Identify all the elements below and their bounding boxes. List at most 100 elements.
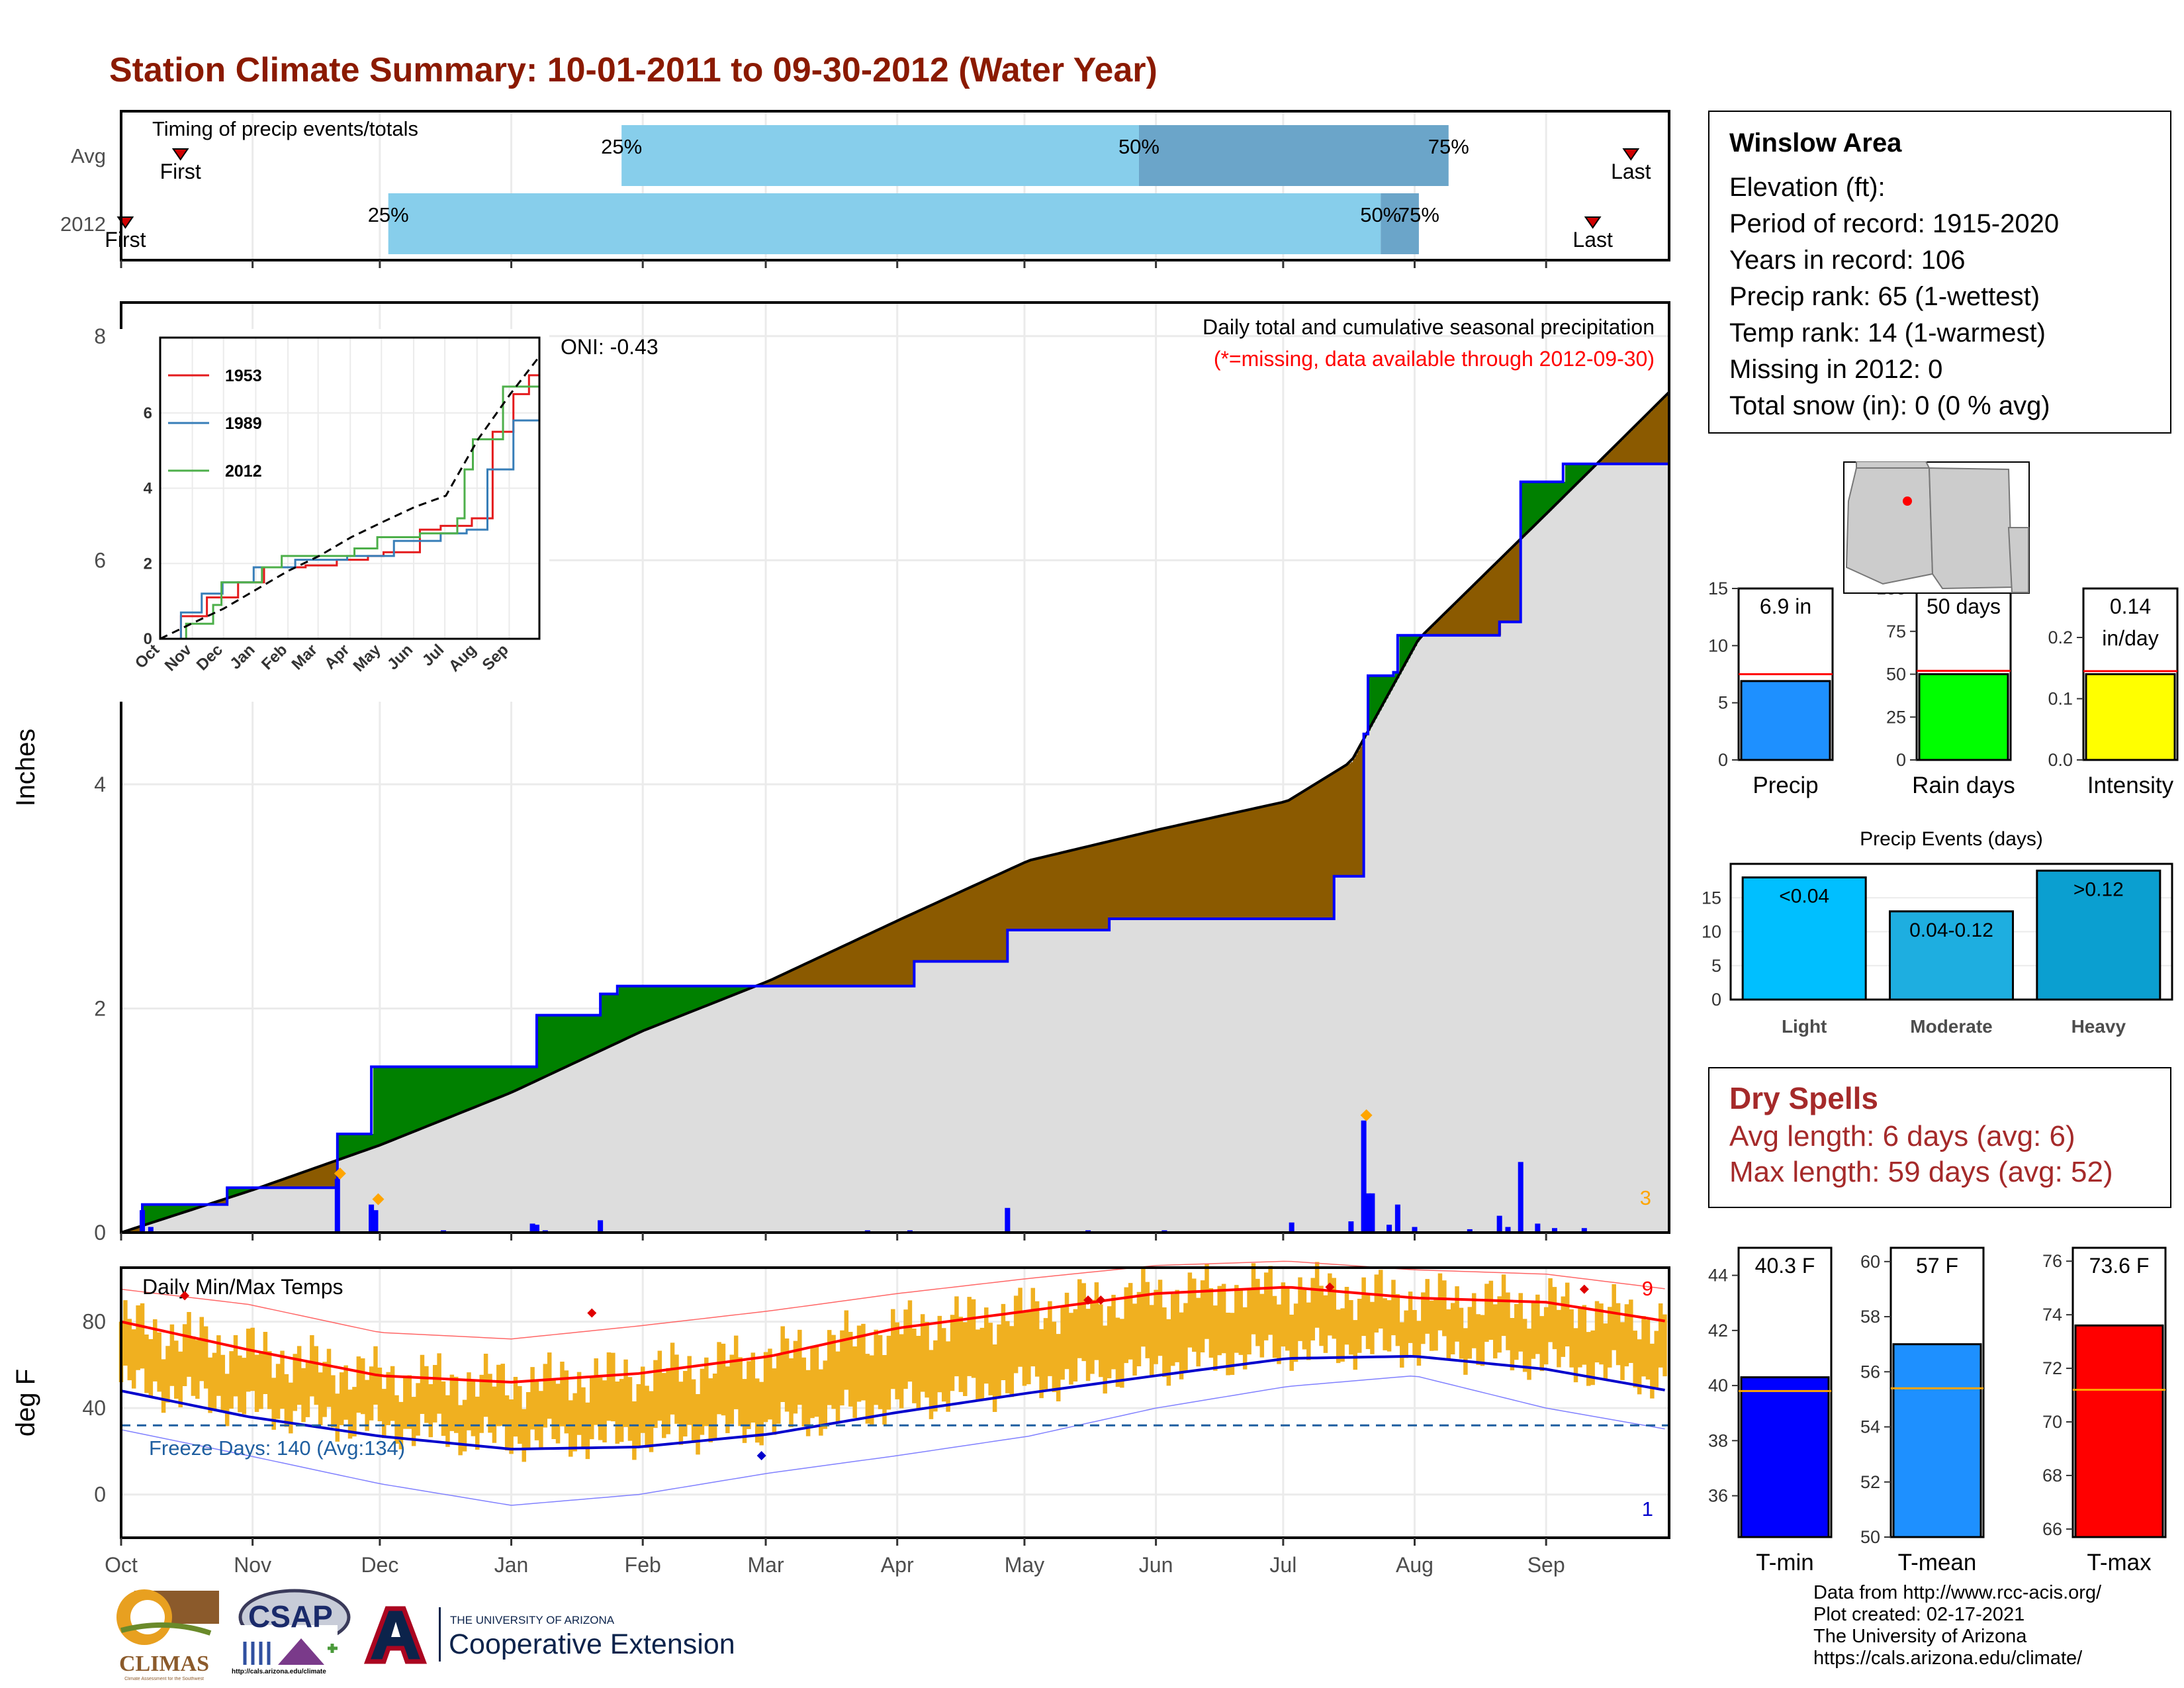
timing-bar-upper — [1138, 125, 1449, 186]
inset-y-tick-label: 4 — [144, 480, 153, 498]
temp-summary-0-y-tick-label: 36 — [1708, 1486, 1728, 1506]
record-day-marker — [334, 1167, 346, 1180]
csap-url: http://cals.arizona.edu/climate — [232, 1668, 326, 1675]
timing-row-label: 2012 — [60, 212, 106, 236]
inset-legend-label: 1989 — [225, 414, 262, 433]
temp-summary-0-y-tick-label: 38 — [1708, 1430, 1728, 1450]
precip-y-tick-label: 4 — [94, 773, 106, 796]
record-low-count: 1 — [1642, 1497, 1653, 1521]
daily-precip-bar — [1535, 1223, 1541, 1233]
daily-precip-bar — [1518, 1162, 1524, 1233]
temps-x-tick-label: Jan — [494, 1553, 529, 1577]
footer-credits: Data from http://www.rcc-acis.org/ Plot … — [1813, 1582, 2101, 1669]
temp-summary-1-y-tick-label: 52 — [1860, 1472, 1880, 1492]
temps-y-tick-label: 0 — [94, 1483, 106, 1507]
events-category-label: Heavy — [2071, 1016, 2126, 1037]
temps-title: Daily Min/Max Temps — [142, 1275, 343, 1299]
station-name: Winslow Area — [1729, 128, 1902, 158]
precip-y-tick-label: 8 — [94, 324, 106, 348]
station-line: Missing in 2012: 0 — [1729, 355, 1943, 384]
precip-summary-2-bar — [2085, 673, 2176, 761]
timing-row-label: Avg — [71, 144, 106, 167]
record-day-marker — [1360, 1109, 1373, 1121]
daily-precip-bar — [1365, 1193, 1371, 1233]
temp-summary-2-bar — [2074, 1324, 2164, 1538]
record-high-marker — [180, 1291, 190, 1301]
station-line: Years in record: 106 — [1729, 246, 1966, 275]
temp-summary-2-y-tick-label: 70 — [2042, 1412, 2062, 1432]
events-y-tick-label: 15 — [1702, 888, 1721, 908]
record-high-marker — [1096, 1295, 1106, 1305]
footer-line: Data from http://www.rcc-acis.org/ — [1813, 1582, 2102, 1603]
precip-summary-0-value-label: 6.9 in — [1760, 594, 1811, 618]
timing-frame — [120, 110, 1670, 261]
daily-precip-bar — [373, 1210, 379, 1233]
precip-summary-2-y-tick-label: 0.0 — [2048, 750, 2073, 770]
temps-x-tick-label: Apr — [881, 1553, 914, 1577]
daily-precip-bar — [1467, 1229, 1473, 1233]
temp-summary-0-y-tick-label: 40 — [1708, 1376, 1728, 1395]
timing-marker — [1622, 148, 1640, 161]
climas-wordmark: CLIMAS — [118, 1652, 210, 1676]
ua-logo: THE UNIVERSITY OF ARIZONA Cooperative Ex… — [361, 1602, 745, 1668]
precip-corner-count: 3 — [1640, 1186, 1651, 1209]
precip-summary-0-y-tick-label: 0 — [1718, 750, 1728, 770]
daily-precip-bar — [1412, 1227, 1418, 1233]
timing-pct-label: 75% — [1398, 203, 1439, 226]
timing-bar-lower — [621, 125, 1139, 186]
precip-y-tick-label: 6 — [94, 548, 106, 572]
events-bar — [1889, 910, 2014, 1001]
precip-y-tick-label: 2 — [94, 996, 106, 1020]
precip-summary-0-bar — [1740, 680, 1831, 761]
csap-logo: CSAP http://cals.arizona.edu/climate — [232, 1585, 351, 1683]
inset-y-tick-label: 2 — [144, 555, 152, 573]
dry-spells-title: Dry Spells — [1729, 1081, 1878, 1115]
precip-summary-1-y-tick-label: 25 — [1886, 707, 1906, 727]
temp-summary-2-value-label: 73.6 F — [2089, 1254, 2150, 1278]
record-max-line — [120, 1260, 1665, 1340]
csap-cloud-icon — [238, 1589, 351, 1665]
temp-summary-2-y-tick-label: 66 — [2042, 1519, 2062, 1539]
daily-precip-bar — [1348, 1221, 1354, 1233]
timing-marker-label: Last — [1611, 160, 1651, 183]
precip-title: Daily total and cumulative seasonal prec… — [1203, 315, 1655, 339]
daily-precip-bar — [1005, 1207, 1011, 1233]
precip-summary-0-y-tick-label: 10 — [1708, 635, 1728, 655]
average-cumulative-area — [121, 392, 1669, 1233]
precip-events-chart: Precip Events (days) 0 5 10 15 <0.04 Light 0.04… — [1702, 828, 2173, 1037]
temp-summary-0-bar — [1740, 1376, 1830, 1538]
inset-legend-label: 1953 — [225, 367, 262, 385]
ua-block-a-icon — [363, 1606, 428, 1664]
temps-x-tick-label: Sep — [1527, 1553, 1565, 1577]
timing-pct-label: 25% — [601, 135, 642, 158]
temp-summary-1-y-tick-label: 56 — [1860, 1362, 1880, 1382]
daily-precip-bar — [598, 1220, 604, 1233]
map-state-texas — [2007, 527, 2029, 593]
temp-summary-1-bar — [1892, 1343, 1982, 1538]
events-title: Precip Events (days) — [1860, 828, 2043, 850]
timing-pct-label: 50% — [1118, 135, 1160, 158]
inset-legend-label: 2012 — [225, 462, 262, 481]
ua-university: THE UNIVERSITY OF ARIZONA — [450, 1614, 615, 1626]
precip-summary-1-y-tick-label: 50 — [1886, 665, 1906, 684]
temp-summary-2-y-tick-label: 72 — [2042, 1358, 2062, 1378]
station-info-box: Winslow Area Elevation (ft): Period of r… — [1708, 111, 2171, 434]
timing-marker — [1584, 216, 1602, 229]
temp-summary-2-y-tick-label: 68 — [2042, 1466, 2062, 1485]
station-line: Elevation (ft): — [1729, 173, 1886, 202]
location-map — [1843, 461, 2030, 594]
footer-line: The University of Arizona — [1813, 1626, 2027, 1647]
temp-summary-1-y-tick-label: 50 — [1860, 1527, 1880, 1547]
precip-subtitle: (*=missing, data available through 2012-… — [1214, 347, 1655, 371]
csap-wordmark: CSAP — [248, 1599, 333, 1634]
average-cumulative-line — [120, 391, 1670, 1234]
precip-summary-2-value-label: 0.14 — [2110, 594, 2151, 618]
daily-precip-bar — [1394, 1204, 1400, 1233]
dry-spells-avg: Avg length: 6 days (avg: 6) — [1729, 1120, 2075, 1152]
daily-precip-bar — [1387, 1225, 1392, 1233]
daily-precip-bar — [1551, 1228, 1557, 1233]
station-line: Total snow (in): 0 (0 % avg) — [1729, 391, 2050, 420]
